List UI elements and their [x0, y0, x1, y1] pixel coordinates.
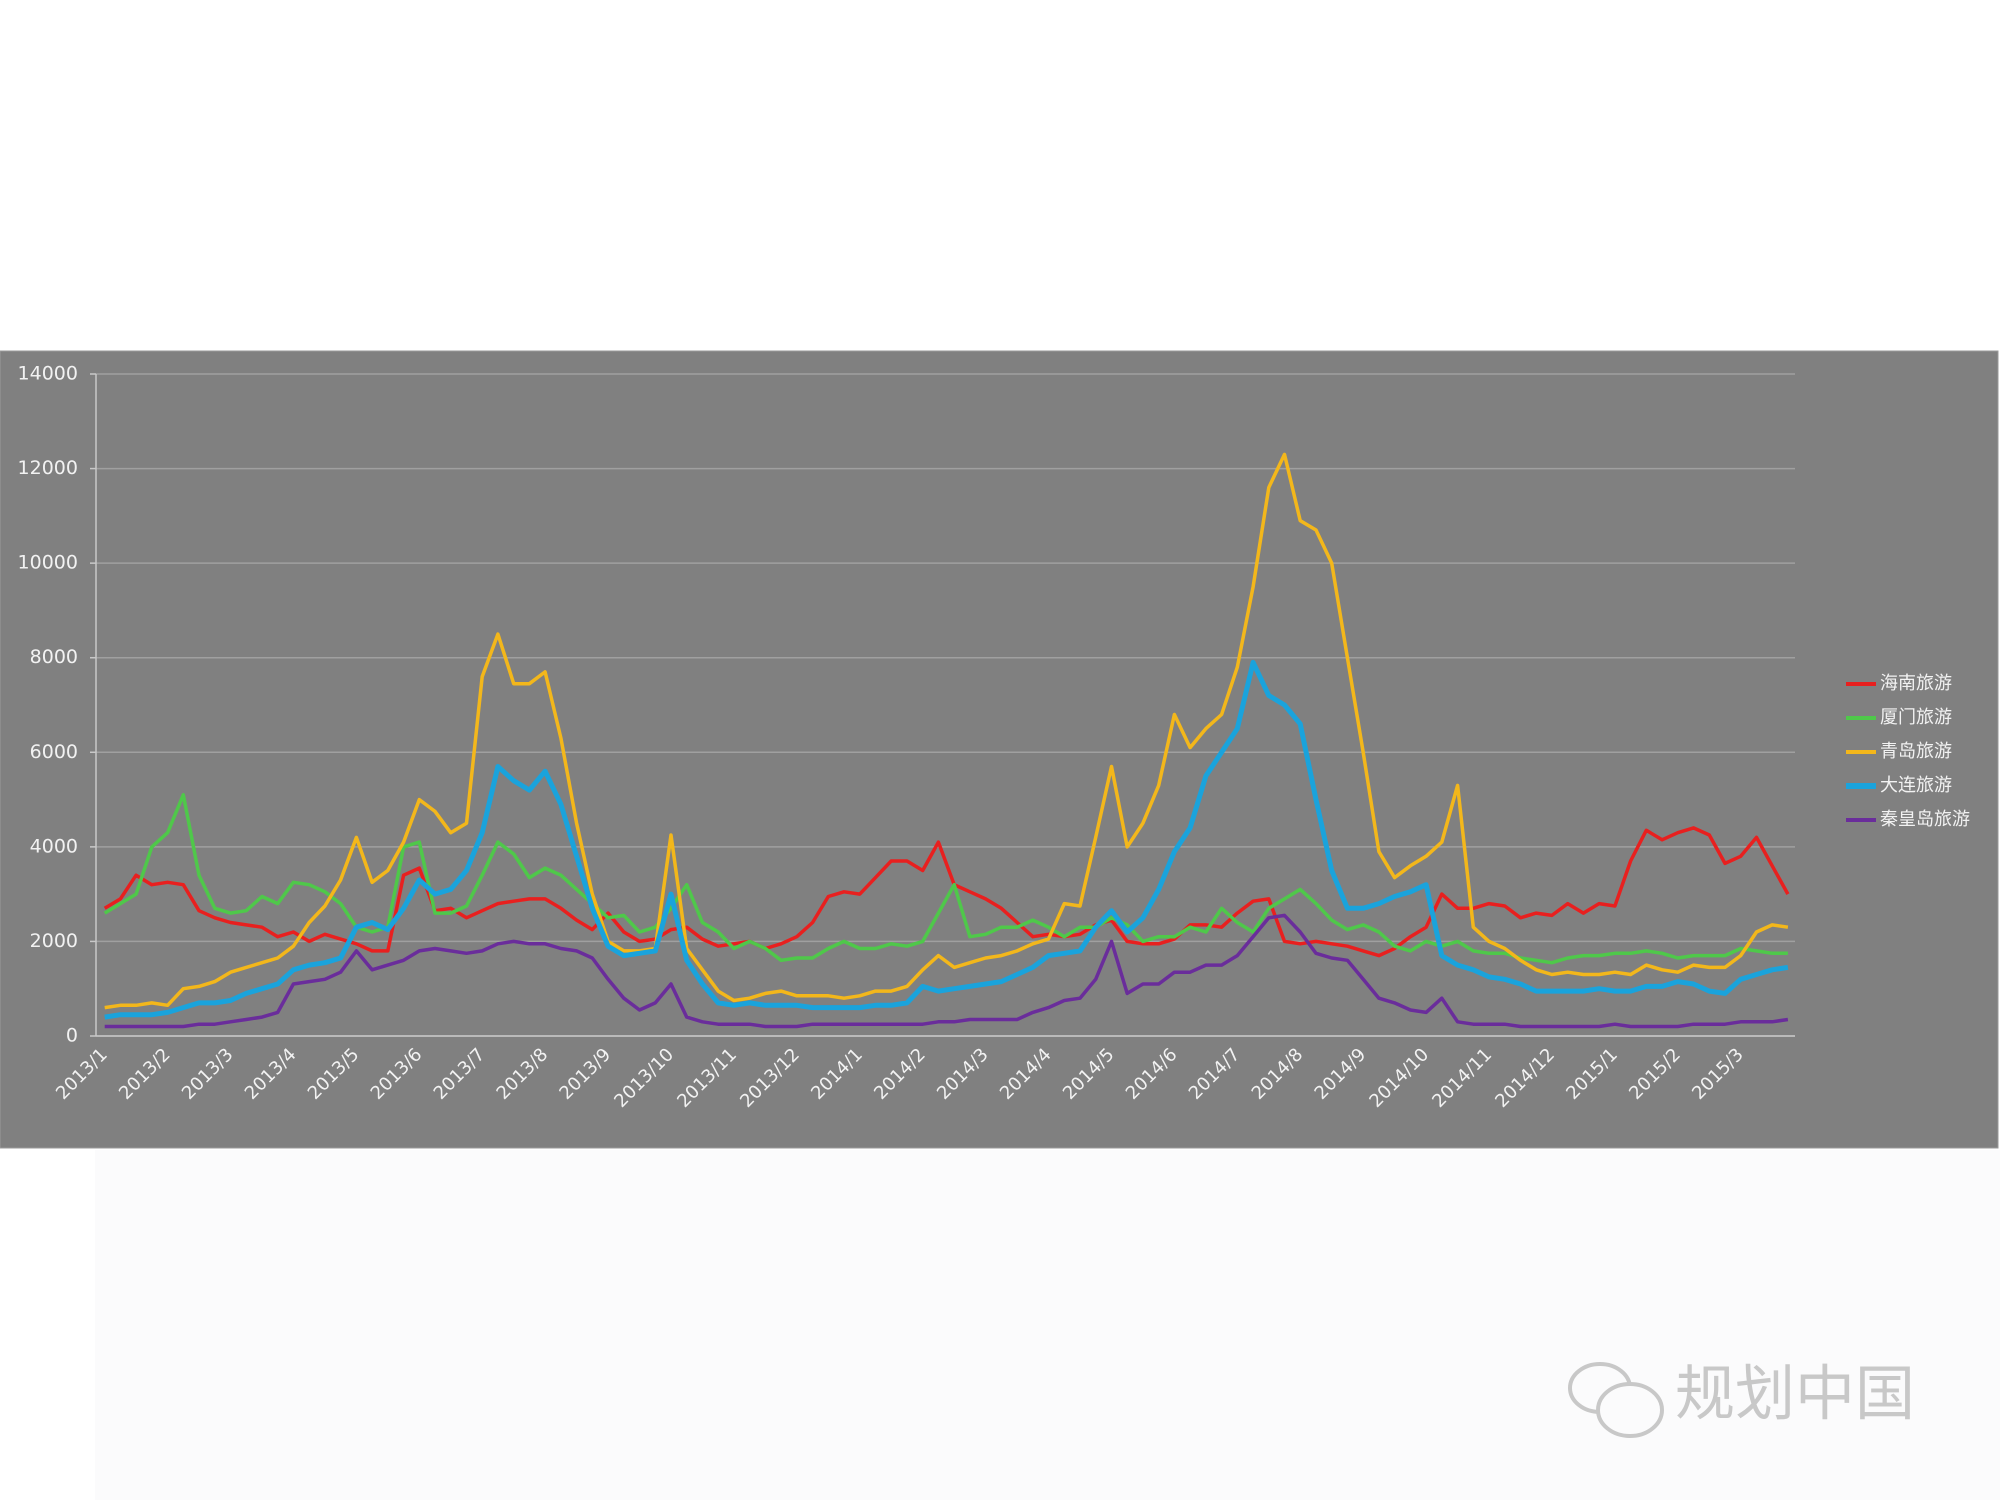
y-tick-label: 4000: [30, 835, 78, 857]
y-tick-label: 12000: [18, 457, 78, 479]
y-tick-label: 10000: [18, 552, 78, 574]
series-line: [104, 452, 1789, 1010]
y-tick-label: 2000: [30, 930, 78, 952]
chart-panel: [0, 350, 1999, 1149]
series-line: [103, 826, 1790, 958]
watermark: 规划中国: [1675, 1360, 1915, 1430]
legend-label: 青岛旅游: [1880, 741, 1952, 762]
y-tick-label: 14000: [18, 363, 78, 385]
legend-label: 海南旅游: [1880, 673, 1952, 694]
series-line: [104, 659, 1789, 1020]
legend-label: 秦皇岛旅游: [1880, 809, 1970, 830]
series-line: [104, 913, 1789, 1029]
page-shade: [95, 1150, 2000, 1500]
watermark-icon: [1568, 1362, 1664, 1438]
legend-label: 厦门旅游: [1880, 707, 1952, 728]
y-tick-label: 0: [66, 1025, 78, 1047]
y-tick-label: 6000: [30, 741, 78, 763]
legend-label: 大连旅游: [1880, 775, 1952, 796]
y-tick-label: 8000: [30, 646, 78, 668]
